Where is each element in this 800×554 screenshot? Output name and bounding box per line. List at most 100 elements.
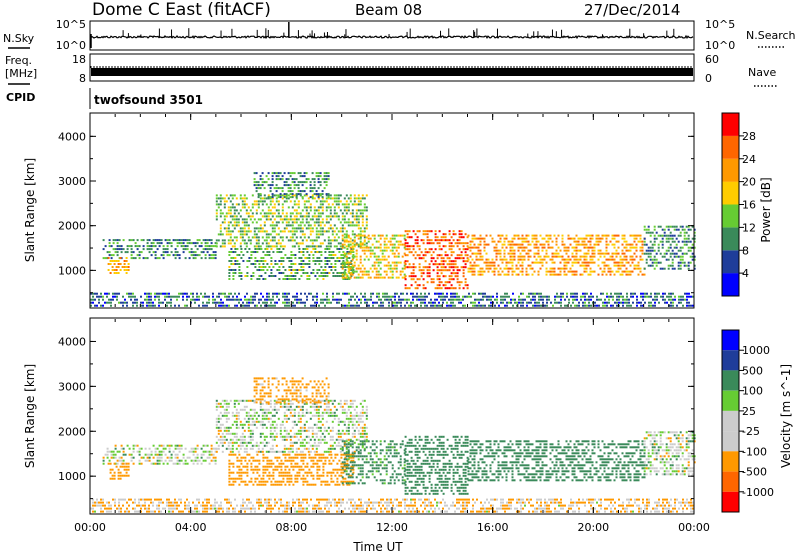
power-cell — [315, 194, 318, 197]
power-cell — [412, 298, 414, 301]
velocity-cell — [206, 501, 208, 504]
power-cell — [168, 254, 171, 257]
power-cell — [252, 295, 254, 298]
power-cell — [375, 273, 378, 276]
power-cell — [251, 206, 254, 209]
power-cell — [300, 266, 303, 268]
power-cell — [294, 269, 297, 271]
power-cell — [196, 295, 198, 298]
power-cell — [422, 272, 425, 275]
power-cell — [220, 292, 222, 295]
power-cell — [605, 258, 608, 261]
power-cell — [525, 252, 528, 255]
power-cell — [263, 212, 266, 215]
power-cell — [309, 196, 312, 199]
power-cell — [212, 301, 214, 304]
power-cell — [478, 298, 480, 301]
power-cell — [327, 236, 330, 239]
power-cell — [368, 298, 370, 301]
power-cell — [335, 215, 338, 218]
power-cell — [649, 246, 652, 249]
power-cell — [142, 239, 145, 242]
power-cell — [328, 266, 331, 268]
power-cell — [336, 248, 339, 250]
power-cell — [290, 263, 293, 265]
power-cell — [249, 218, 252, 221]
power-cell — [263, 215, 266, 218]
power-cell — [176, 239, 179, 242]
power-cell — [138, 245, 141, 248]
power-cell — [533, 234, 536, 237]
velocity-cell — [362, 507, 364, 510]
power-cell — [550, 301, 552, 304]
power-cell — [355, 209, 358, 212]
power-cell — [391, 246, 394, 249]
power-cell — [561, 267, 564, 270]
power-cell — [693, 237, 696, 240]
velocity-cell — [522, 501, 524, 504]
power-cell — [291, 221, 294, 224]
power-cell — [486, 295, 488, 298]
power-cell — [643, 252, 646, 255]
power-cell — [466, 284, 469, 287]
power-cell — [389, 243, 392, 246]
power-cell — [326, 260, 329, 262]
power-cell — [289, 224, 292, 227]
power-cell — [239, 215, 242, 218]
power-cell — [446, 292, 448, 295]
power-cell — [289, 218, 292, 221]
power-cell — [446, 269, 449, 272]
power-cell — [340, 298, 342, 301]
power-cell — [535, 252, 538, 255]
power-cell — [227, 230, 230, 233]
power-cell — [596, 298, 598, 301]
power-cell — [212, 254, 215, 257]
power-cell — [357, 221, 360, 224]
nsearch-tick-top: 10^5 — [705, 18, 735, 31]
power-cell — [255, 200, 258, 203]
power-cell — [100, 304, 102, 307]
power-cell — [240, 275, 243, 277]
power-cell — [373, 252, 376, 255]
power-cell — [479, 234, 482, 237]
power-cell — [271, 194, 274, 197]
power-cell — [102, 295, 104, 298]
power-cell — [639, 237, 642, 240]
power-cell — [321, 206, 324, 209]
velocity-cell — [446, 504, 448, 507]
power-cell — [270, 269, 273, 271]
power-cell — [348, 278, 351, 280]
velocity-cell — [148, 507, 150, 510]
velocity-cell — [204, 504, 206, 507]
power-cell — [672, 292, 674, 295]
power-cell — [341, 276, 344, 279]
power-cell — [470, 295, 472, 298]
velocity-cell — [242, 504, 244, 507]
power-cell — [521, 258, 524, 261]
power-cell — [364, 301, 366, 304]
power-cell — [527, 252, 530, 255]
power-cell — [612, 295, 614, 298]
power-cell — [230, 298, 232, 301]
power-cell — [634, 292, 636, 295]
power-cell — [369, 246, 372, 249]
power-cell — [156, 239, 159, 242]
power-cell — [582, 295, 584, 298]
power-cell — [573, 270, 576, 273]
velocity-cell — [466, 498, 468, 501]
power-cell — [565, 264, 568, 267]
power-cell — [215, 242, 218, 245]
power-cell — [365, 221, 368, 224]
power-cell — [104, 292, 106, 295]
power-cell — [667, 240, 670, 243]
power-cell — [182, 251, 185, 254]
power-cell — [196, 248, 199, 251]
power-cell — [92, 298, 94, 301]
power-cell — [168, 242, 171, 245]
power-cell — [559, 270, 562, 273]
power-cell — [403, 246, 406, 249]
power-cell — [276, 292, 278, 295]
power-cell — [479, 270, 482, 273]
power-cell — [353, 245, 356, 248]
power-cell — [267, 218, 270, 221]
